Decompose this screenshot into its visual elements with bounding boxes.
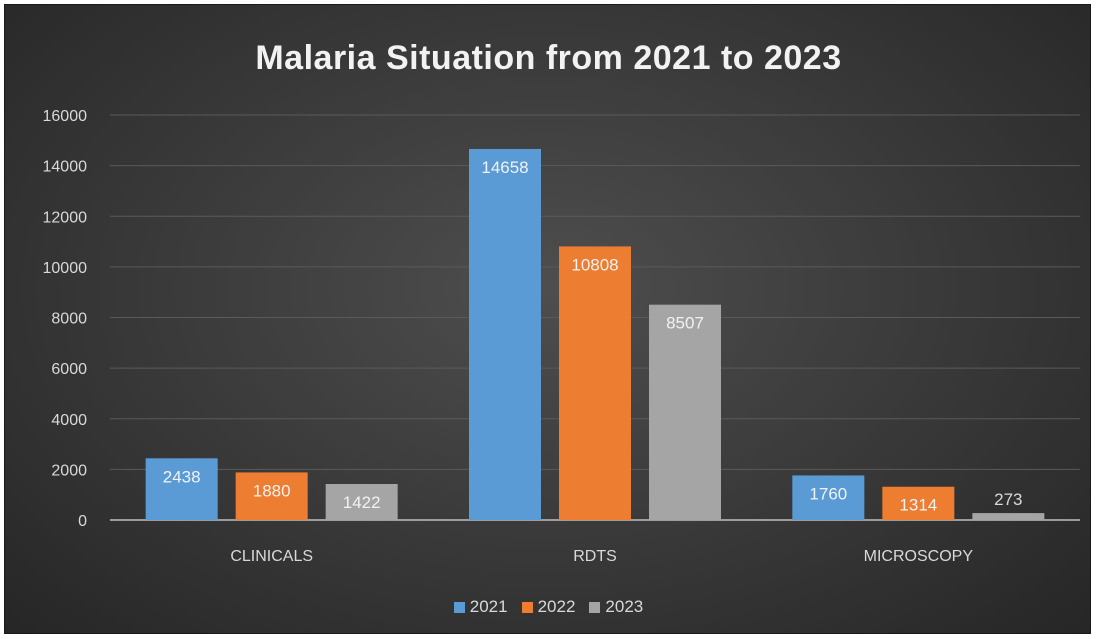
data-label: 14658 [481, 158, 528, 177]
bar-2021-rdts [469, 148, 541, 521]
y-tick-label: 6000 [51, 361, 87, 378]
data-label: 1880 [253, 481, 291, 500]
y-tick-label: 16000 [43, 108, 88, 125]
bar-2022-clinicals [235, 472, 308, 520]
legend-swatch [521, 601, 533, 613]
x-tick-label: MICROSCOPY [864, 548, 974, 565]
chart-plot: 0 2000 4000 6000 8000 10000 12000 14000 16000 243… [43, 108, 1080, 565]
data-label: 273 [994, 490, 1022, 509]
bar-2021-clinicals [145, 458, 218, 520]
bar-2023-microscopy [972, 513, 1045, 520]
data-label: 1314 [899, 496, 937, 515]
y-tick-label: 12000 [43, 209, 88, 226]
y-tick-label: 2000 [51, 462, 87, 479]
data-label: 8507 [666, 314, 704, 333]
bar-2023-clinicals [325, 484, 398, 520]
chart-area: Malaria Situation from 2021 to 2023 0 200… [4, 4, 1091, 634]
data-label: 10808 [571, 255, 618, 274]
bar-2022-microscopy [882, 486, 955, 520]
chart-title: Malaria Situation from 2021 to 2023 [255, 39, 842, 77]
y-tick-label: 8000 [51, 311, 87, 328]
x-tick-label: RDTS [573, 548, 617, 565]
y-tick-label: 14000 [43, 159, 88, 176]
legend-swatch [589, 601, 601, 613]
data-label: 1422 [343, 493, 381, 512]
x-tick-label: CLINICALS [230, 548, 313, 565]
bar-2021-microscopy [792, 475, 865, 520]
data-label: 1760 [809, 484, 847, 503]
legend-item: 2021 [453, 597, 508, 617]
legend-item: 2023 [589, 597, 643, 617]
data-label: 2438 [163, 467, 201, 486]
y-tick-label: 10000 [43, 260, 88, 277]
legend-label: 2022 [537, 597, 576, 616]
y-tick-label: 0 [78, 513, 87, 530]
chart-legend: 2021 2022 2023 [5, 597, 1092, 617]
legend-item: 2022 [521, 597, 576, 617]
bar-2023-rdts [649, 304, 721, 520]
legend-label: 2021 [469, 597, 508, 616]
bar-2022-rdts [559, 246, 631, 521]
y-tick-label: 4000 [51, 412, 87, 429]
legend-swatch [453, 601, 465, 613]
legend-label: 2023 [605, 597, 644, 616]
